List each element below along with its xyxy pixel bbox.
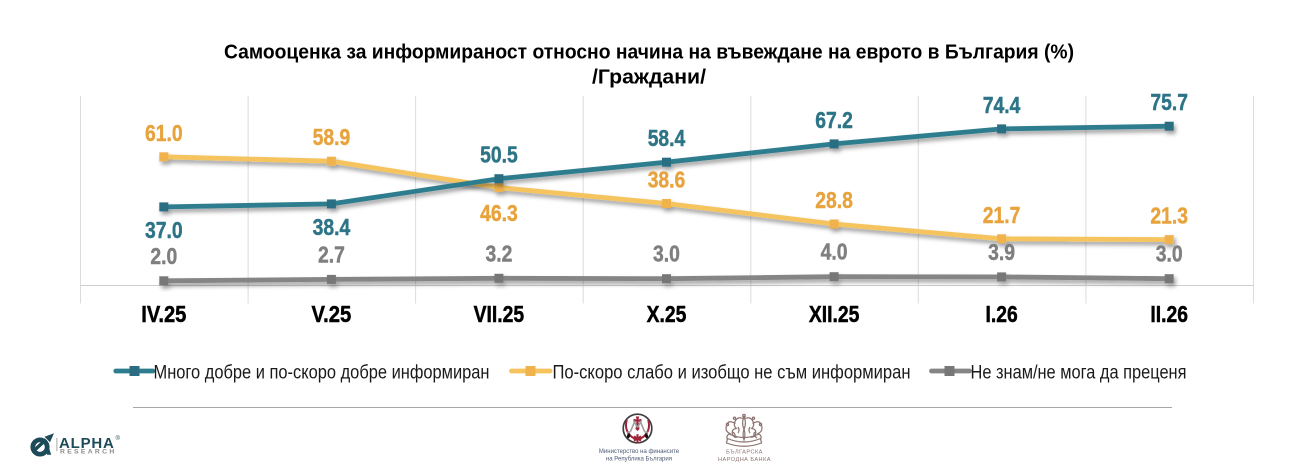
svg-text:67.2: 67.2 [815, 107, 853, 133]
svg-text:50.5: 50.5 [480, 142, 518, 168]
svg-text:VII.25: VII.25 [474, 301, 525, 327]
svg-text:Не знам/не мога да преценя: Не знам/не мога да преценя [971, 362, 1187, 383]
svg-text:IV.25: IV.25 [141, 301, 186, 327]
svg-text:2.7: 2.7 [318, 241, 345, 267]
svg-text:I.26: I.26 [986, 301, 1018, 327]
svg-text:21.3: 21.3 [1150, 203, 1188, 229]
svg-text:2.0: 2.0 [150, 243, 177, 269]
svg-text:38.6: 38.6 [648, 167, 686, 193]
svg-text:V.25: V.25 [312, 301, 352, 327]
svg-text:75.7: 75.7 [1150, 89, 1188, 115]
svg-text:38.4: 38.4 [313, 214, 351, 240]
svg-text:28.8: 28.8 [815, 187, 853, 213]
svg-text:XII.25: XII.25 [809, 301, 860, 327]
svg-text:58.4: 58.4 [648, 125, 686, 151]
svg-text:3.2: 3.2 [485, 240, 512, 266]
svg-text:®: ® [116, 435, 121, 442]
svg-text:46.3: 46.3 [480, 200, 518, 226]
svg-text:БЪЛГАРСКА: БЪЛГАРСКА [726, 450, 763, 456]
svg-text:21.7: 21.7 [983, 202, 1021, 228]
svg-text:4.0: 4.0 [821, 239, 848, 265]
svg-text:3.0: 3.0 [653, 241, 680, 267]
svg-text:ALPHA: ALPHA [59, 435, 115, 452]
svg-text:3.9: 3.9 [988, 239, 1015, 265]
svg-text:37.0: 37.0 [145, 217, 183, 243]
svg-text:Самооценка за информираност от: Самооценка за информираност относно начи… [224, 42, 1074, 64]
svg-text:Министерство на финансите: Министерство на финансите [599, 449, 680, 455]
svg-text:RESEARCH: RESEARCH [60, 448, 117, 455]
svg-text:74.4: 74.4 [983, 92, 1021, 118]
svg-text:По-скоро слабо и изобщо не съм: По-скоро слабо и изобщо не съм информира… [553, 362, 911, 383]
svg-text:X.25: X.25 [647, 301, 687, 327]
svg-text:61.0: 61.0 [145, 120, 183, 146]
svg-text:II.26: II.26 [1150, 301, 1188, 327]
svg-text:3.0: 3.0 [1156, 241, 1183, 267]
svg-text:Много добре и по-скоро добре и: Много добре и по-скоро добре информиран [154, 362, 490, 383]
svg-text:/Граждани/: /Граждани/ [592, 67, 706, 89]
svg-text:58.9: 58.9 [313, 124, 351, 150]
svg-text:НАРОДНА БАНКА: НАРОДНА БАНКА [718, 457, 771, 463]
svg-text:на Република България: на Република България [606, 457, 672, 463]
